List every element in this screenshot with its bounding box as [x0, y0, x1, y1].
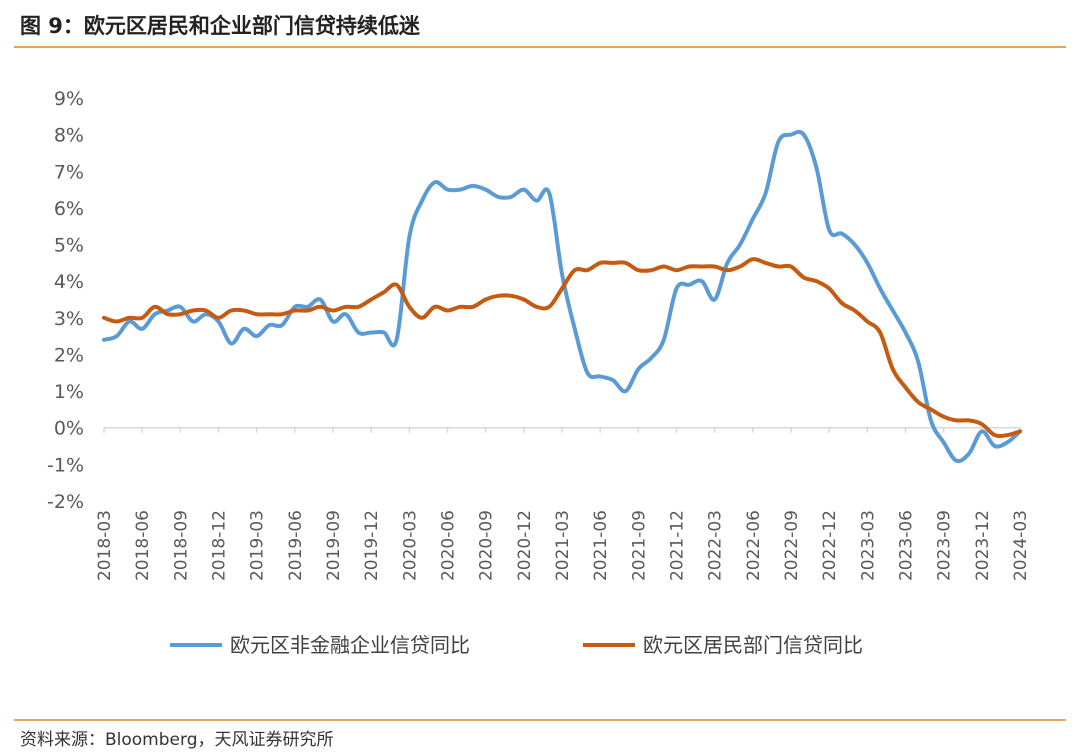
- x-tick-label: 2021-09: [629, 510, 649, 581]
- x-tick-label: 2018-09: [171, 510, 191, 581]
- series-lines: [102, 129, 1022, 464]
- x-tick-label: 2019-06: [286, 510, 306, 581]
- y-tick-label: 1%: [54, 381, 84, 403]
- x-tick-label: 2020-09: [477, 510, 497, 581]
- x-tick-label: 2023-09: [935, 510, 955, 581]
- legend-label: 欧元区居民部门信贷同比: [643, 633, 863, 657]
- x-tick-label: 2020-06: [439, 510, 459, 581]
- x-tick-label: 2023-12: [973, 510, 993, 581]
- legend-label: 欧元区非金融企业信贷同比: [230, 633, 470, 657]
- legend: 欧元区非金融企业信贷同比 欧元区居民部门信贷同比: [170, 633, 863, 657]
- x-tick-label: 2021-03: [553, 510, 573, 581]
- x-tick-label: 2018-06: [133, 510, 153, 581]
- y-tick-label: 7%: [54, 161, 84, 183]
- x-tick-label: 2023-06: [897, 510, 917, 581]
- y-tick-label: 6%: [54, 198, 84, 220]
- x-tick-label: 2019-12: [362, 510, 382, 581]
- series-line-2: [102, 257, 1022, 439]
- y-tick-label: 4%: [54, 271, 84, 293]
- x-tick-label: 2022-09: [782, 510, 802, 581]
- source-note: 资料来源：Bloomberg，天风证券研究所: [20, 730, 334, 750]
- x-tick-label: 2022-06: [744, 510, 764, 581]
- bottom-divider: [14, 719, 1066, 721]
- x-axis-ticks: 2018-03 2018-06 2018-09 2018-12 2019-03 2019-…: [95, 510, 1031, 581]
- x-tick-label: 2019-03: [248, 510, 268, 581]
- figure-title: 图 9：欧元区居民和企业部门信贷持续低迷: [20, 14, 420, 38]
- x-tick-label: 2018-12: [210, 510, 230, 581]
- x-tick-label: 2022-12: [820, 510, 840, 581]
- y-tick-label: 2%: [54, 344, 84, 366]
- series-line-1: [102, 129, 1022, 464]
- x-tick-label: 2022-03: [706, 510, 726, 581]
- x-tick-label: 2021-06: [591, 510, 611, 581]
- x-tick-label: 2020-12: [515, 510, 535, 581]
- x-tick-label: 2024-03: [1011, 510, 1031, 581]
- y-tick-label: 8%: [54, 125, 84, 147]
- x-tick-label: 2020-03: [400, 510, 420, 581]
- top-divider: [14, 46, 1066, 48]
- y-tick-label: -2%: [47, 491, 84, 513]
- y-tick-label: 0%: [54, 418, 84, 440]
- y-axis-ticks: 9% 8% 7% 6% 5% 4% 3% 2% 1% 0% -1% -2%: [47, 88, 84, 513]
- x-tick-label: 2023-03: [858, 510, 878, 581]
- x-tick-label: 2019-09: [324, 510, 344, 581]
- x-tick-label: 2021-12: [668, 510, 688, 581]
- y-tick-label: 9%: [54, 88, 84, 110]
- y-tick-label: 5%: [54, 235, 84, 257]
- y-tick-label: 3%: [54, 308, 84, 330]
- x-tick-label: 2018-03: [95, 510, 115, 581]
- y-tick-label: -1%: [47, 454, 84, 476]
